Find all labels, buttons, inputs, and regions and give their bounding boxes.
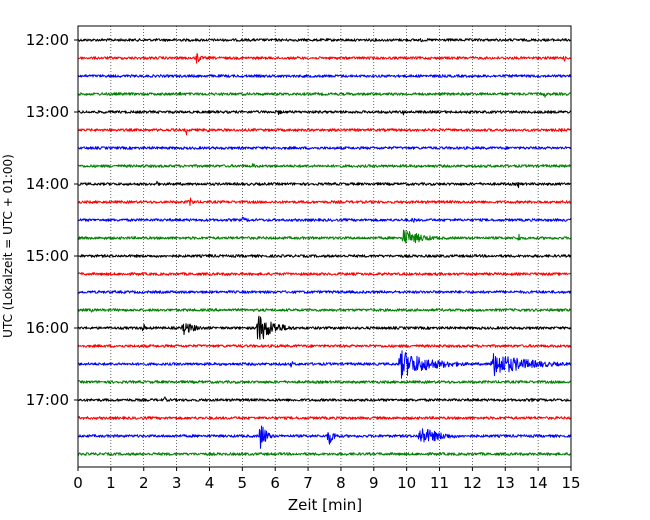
seismic-trace-17 <box>77 344 572 348</box>
seismic-trace-22 <box>77 425 572 449</box>
x-axis-label: Zeit [min] <box>288 496 362 514</box>
x-tick-label: 15 <box>561 474 580 492</box>
seismic-trace-2 <box>77 74 572 78</box>
seismic-trace-19 <box>77 380 572 384</box>
y-axis-ticks: 12:00 13:00 14:00 15:00 16:00 17:00 <box>26 31 78 409</box>
x-tick-label: 12 <box>463 474 482 492</box>
x-tick-label: 10 <box>397 474 416 492</box>
seismic-trace-10 <box>77 216 572 223</box>
seismic-trace-9 <box>77 197 572 207</box>
plot-frame <box>77 25 572 468</box>
seismic-trace-20 <box>77 396 572 403</box>
seismic-trace-18 <box>77 350 572 379</box>
y-tick-label: 14:00 <box>26 175 69 193</box>
seismic-trace-5 <box>77 127 572 136</box>
seismic-trace-13 <box>77 272 572 276</box>
seismic-trace-23 <box>77 452 572 456</box>
y-axis-label: UTC (Lokalzeit = UTC + 01:00) <box>1 154 15 338</box>
x-tick-label: 1 <box>106 474 116 492</box>
seismic-trace-8 <box>77 180 572 189</box>
seismic-trace-7 <box>77 163 572 168</box>
x-tick-label: 9 <box>369 474 379 492</box>
y-tick-label: 16:00 <box>26 319 69 337</box>
seismic-trace-1 <box>77 53 572 64</box>
x-tick-label: 6 <box>270 474 280 492</box>
seismic-trace-12 <box>77 253 572 258</box>
seismic-trace-11 <box>77 229 572 244</box>
seismic-trace-0 <box>77 38 571 43</box>
x-axis-ticks: 0 1 2 3 4 5 6 7 8 9 10 11 12 13 14 15 <box>73 467 581 492</box>
seismic-trace-4 <box>77 110 572 116</box>
seismic-trace-15 <box>77 308 572 313</box>
y-tick-label: 15:00 <box>26 247 69 265</box>
x-tick-label: 3 <box>172 474 182 492</box>
x-tick-label: 14 <box>529 474 548 492</box>
x-tick-label: 7 <box>303 474 313 492</box>
x-tick-label: 13 <box>496 474 515 492</box>
x-tick-label: 4 <box>205 474 215 492</box>
seismic-traces <box>77 38 572 456</box>
x-tick-label: 2 <box>139 474 149 492</box>
x-tick-label: 8 <box>336 474 346 492</box>
seismic-trace-3 <box>77 91 572 98</box>
x-tick-label: 5 <box>238 474 248 492</box>
seismic-trace-6 <box>77 146 572 150</box>
seismic-trace-21 <box>77 416 572 420</box>
y-tick-label: 17:00 <box>26 391 69 409</box>
seismic-trace-14 <box>77 290 572 294</box>
seismic-trace-16 <box>77 315 572 340</box>
y-tick-label: 13:00 <box>26 103 69 121</box>
x-tick-label: 0 <box>73 474 83 492</box>
x-tick-label: 11 <box>430 474 449 492</box>
y-tick-label: 12:00 <box>26 31 69 49</box>
